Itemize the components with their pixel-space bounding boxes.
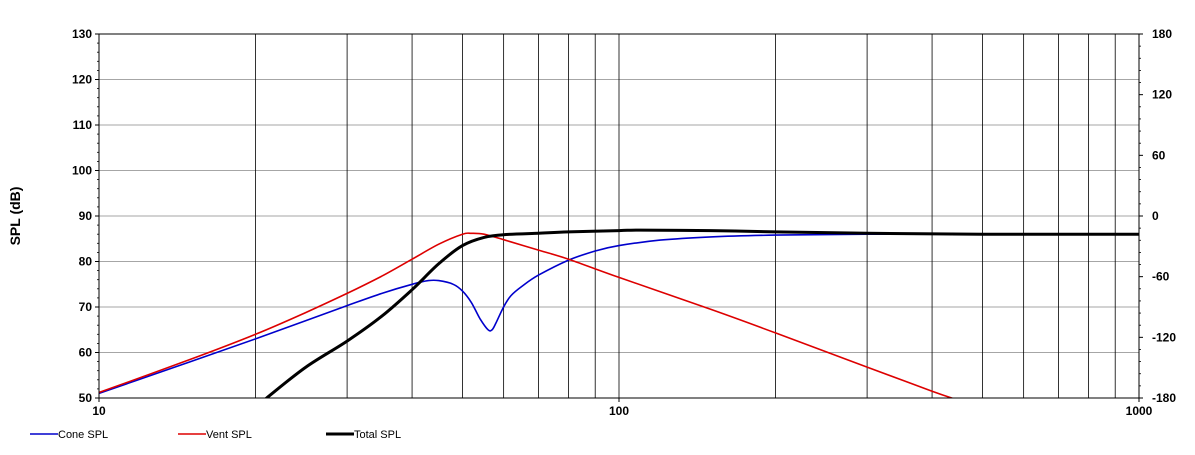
y2-tick-label: -120 xyxy=(1152,330,1176,344)
y2-axis-ticks: -180 -120 -60 0 60 120 180 xyxy=(1139,27,1176,405)
y-tick-label: 100 xyxy=(72,164,92,178)
y2-tick-label: -180 xyxy=(1152,391,1176,405)
y-tick-label: 110 xyxy=(73,118,93,132)
cone-spl-legend-label: Cone SPL xyxy=(58,429,108,441)
x-axis-ticks: 10 100 1000 xyxy=(92,398,1153,418)
x-tick-label: 100 xyxy=(609,404,629,418)
y-tick-label: 80 xyxy=(79,255,93,269)
x-tick-label: 1000 xyxy=(1126,404,1153,418)
y2-tick-label: 60 xyxy=(1152,148,1166,162)
y-axis-ticks: 50 60 70 80 90 100 110 120 130 xyxy=(72,27,99,405)
y2-tick-label: 180 xyxy=(1152,27,1172,41)
y-tick-label: 120 xyxy=(72,73,92,87)
y-tick-label: 130 xyxy=(72,27,92,41)
y-tick-label: 90 xyxy=(79,209,93,223)
vent-spl-line xyxy=(99,232,955,398)
vent-spl-legend-label: Vent SPL xyxy=(206,429,252,441)
total-spl-legend-label: Total SPL xyxy=(354,429,401,441)
series-layer xyxy=(99,228,1139,398)
x-tick-label: 10 xyxy=(92,404,106,418)
total-spl-line xyxy=(264,228,1139,398)
y-tick-label: 60 xyxy=(79,346,93,360)
y2-tick-label: 120 xyxy=(1152,88,1172,102)
y2-tick-label: -60 xyxy=(1152,270,1170,284)
cone-spl-line xyxy=(99,233,1139,395)
y2-tick-label: 0 xyxy=(1152,209,1159,223)
y-axis-label: SPL (dB) xyxy=(7,187,23,246)
y-tick-label: 70 xyxy=(79,300,93,314)
y-tick-label: 50 xyxy=(79,391,93,405)
legend: Cone SPL Vent SPL Total SPL xyxy=(30,429,401,441)
